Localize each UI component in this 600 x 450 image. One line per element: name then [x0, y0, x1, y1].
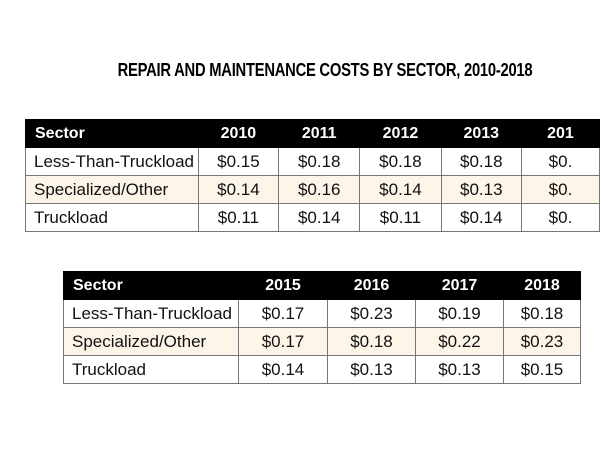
cost-cell: $0.17	[238, 327, 328, 356]
cost-cell: $0.14	[238, 355, 328, 384]
cost-cell: $0.16	[278, 175, 361, 204]
cost-cell: $0.18	[327, 327, 416, 356]
sector-cell: Specialized/Other	[25, 175, 199, 204]
table-row: Specialized/Other $0.14 $0.16 $0.14 $0.13 $0.	[25, 175, 600, 204]
cost-cell: $0.13	[415, 355, 504, 384]
sector-cell: Truckload	[25, 203, 199, 232]
costs-table-2015-2018: Sector 2015 2016 2017 2018 Less-Than-Truckloa…	[63, 271, 581, 384]
cost-cell: $0.	[520, 175, 600, 204]
cost-cell: $0.22	[415, 327, 504, 356]
cost-cell: $0.	[520, 147, 600, 176]
sector-cell: Specialized/Other	[63, 327, 239, 356]
table-row: Truckload $0.11 $0.14 $0.11 $0.14 $0.	[25, 203, 600, 232]
page-title: REPAIR AND MAINTENANCE COSTS BY SECTOR, …	[117, 60, 533, 80]
column-header-year: 2010	[197, 119, 280, 148]
column-header-sector: Sector	[25, 119, 199, 148]
column-header-year: 2013	[440, 119, 522, 148]
header-row: Sector 2015 2016 2017 2018	[63, 271, 581, 300]
cost-cell: $0.13	[440, 175, 522, 204]
cost-cell: $0.13	[327, 355, 416, 384]
cost-cell: $0.18	[440, 147, 522, 176]
cost-cell: $0.11	[359, 203, 442, 232]
cost-cell: $0.11	[197, 203, 280, 232]
sector-cell: Truckload	[63, 355, 239, 384]
cost-cell: $0.14	[440, 203, 522, 232]
sector-cell: Less-Than-Truckload	[63, 299, 239, 328]
cost-cell: $0.15	[197, 147, 280, 176]
column-header-year: 2015	[238, 271, 328, 300]
column-header-year: 2012	[359, 119, 442, 148]
cost-cell: $0.14	[278, 203, 361, 232]
cost-cell: $0.17	[238, 299, 328, 328]
table-row: Less-Than-Truckload $0.15 $0.18 $0.18 $0.18 $…	[25, 147, 600, 176]
cost-cell: $0.18	[503, 299, 581, 328]
column-header-year: 2018	[503, 271, 581, 300]
cost-cell: $0.	[520, 203, 600, 232]
column-header-year: 2011	[278, 119, 361, 148]
cost-cell: $0.18	[278, 147, 361, 176]
cost-cell: $0.23	[327, 299, 416, 328]
cost-cell: $0.19	[415, 299, 504, 328]
header-row: Sector 2010 2011 2012 2013 201	[25, 119, 600, 148]
costs-table-2010-2014: Sector 2010 2011 2012 2013 201 Less-Than-Truck…	[25, 119, 600, 232]
table-row: Specialized/Other $0.17 $0.18 $0.22 $0.23	[63, 327, 581, 356]
cost-cell: $0.23	[503, 327, 581, 356]
table-row: Less-Than-Truckload $0.17 $0.23 $0.19 $0.18	[63, 299, 581, 328]
column-header-sector: Sector	[63, 271, 239, 300]
column-header-year: 201	[520, 119, 600, 148]
column-header-year: 2016	[327, 271, 416, 300]
sector-cell: Less-Than-Truckload	[25, 147, 199, 176]
cost-cell: $0.14	[359, 175, 442, 204]
table-row: Truckload $0.14 $0.13 $0.13 $0.15	[63, 355, 581, 384]
column-header-year: 2017	[415, 271, 504, 300]
cost-cell: $0.18	[359, 147, 442, 176]
cost-cell: $0.15	[503, 355, 581, 384]
cost-cell: $0.14	[197, 175, 280, 204]
